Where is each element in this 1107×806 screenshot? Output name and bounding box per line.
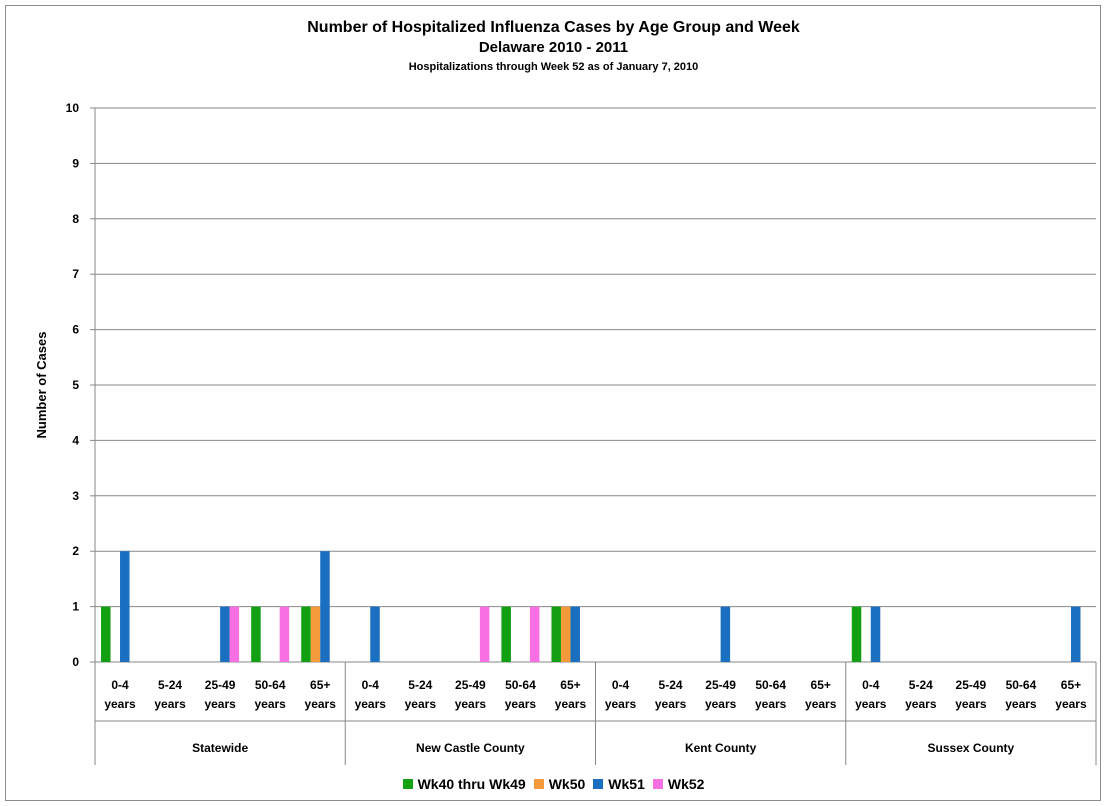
legend-item: Wk40 thru Wk49 (402, 776, 526, 792)
x-tick-label: years (254, 697, 286, 711)
bar (501, 606, 511, 662)
x-tick-label: 65+ (310, 678, 330, 692)
x-tick-label: years (405, 697, 437, 711)
group-label: Kent County (685, 741, 757, 755)
x-tick-label: years (505, 697, 537, 711)
x-tick-label: 50-64 (505, 678, 536, 692)
chart-header: Number of Hospitalized Influenza Cases b… (0, 18, 1107, 76)
x-tick-label: years (154, 697, 186, 711)
x-tick-label: 0-4 (362, 678, 380, 692)
legend-label: Wk50 (548, 776, 586, 792)
bar (279, 606, 290, 662)
x-tick-label: 5-24 (659, 678, 683, 692)
bar (1070, 606, 1081, 662)
bar (301, 606, 311, 662)
x-tick-label: years (1005, 697, 1037, 711)
x-tick-label: years (355, 697, 387, 711)
x-tick-label: 5-24 (909, 678, 933, 692)
legend-swatch (593, 779, 604, 789)
x-tick-label: years (1055, 697, 1087, 711)
x-tick-label: years (805, 697, 837, 711)
y-tick-label: 10 (66, 101, 80, 115)
bar (310, 606, 321, 662)
bar (720, 606, 731, 662)
y-tick-label: 7 (72, 267, 79, 281)
x-tick-label: years (755, 697, 787, 711)
group-label: Sussex County (928, 741, 1015, 755)
x-tick-label: years (555, 697, 587, 711)
x-tick-label: 50-64 (255, 678, 286, 692)
chart-frame (5, 5, 1101, 801)
bar (479, 606, 490, 662)
x-tick-label: 5-24 (408, 678, 432, 692)
bar (101, 606, 111, 662)
x-tick-label: 25-49 (205, 678, 236, 692)
bar (551, 606, 561, 662)
x-tick-label: 25-49 (705, 678, 736, 692)
x-tick-label: 25-49 (956, 678, 987, 692)
x-tick-label: years (305, 697, 337, 711)
legend-label: Wk40 thru Wk49 (417, 776, 526, 792)
legend-swatch (533, 779, 544, 789)
x-tick-label: years (104, 697, 136, 711)
group-label: New Castle County (416, 741, 525, 755)
x-tick-label: 0-4 (612, 678, 630, 692)
x-tick-label: 5-24 (158, 678, 182, 692)
y-tick-label: 3 (72, 489, 79, 503)
bar (120, 551, 130, 662)
legend-swatch (402, 779, 413, 789)
legend-label: Wk52 (667, 776, 705, 792)
y-tick-label: 8 (72, 212, 79, 226)
legend-item: Wk50 (533, 776, 586, 792)
chart-legend: Wk40 thru Wk49 Wk50 Wk51 Wk52 (0, 776, 1107, 792)
bar (870, 606, 881, 662)
y-tick-label: 9 (72, 156, 79, 170)
x-tick-label: years (905, 697, 937, 711)
y-tick-label: 6 (72, 323, 79, 337)
legend-label: Wk51 (608, 776, 645, 792)
x-tick-label: years (605, 697, 637, 711)
chart-title: Number of Hospitalized Influenza Cases b… (307, 19, 800, 36)
x-tick-label: 0-4 (862, 678, 880, 692)
y-tick-label: 0 (72, 655, 79, 669)
x-tick-label: 25-49 (455, 678, 486, 692)
y-tick-label: 4 (72, 433, 79, 447)
chart-note: Hospitalizations through Week 52 as of J… (408, 61, 699, 73)
legend-swatch (652, 779, 663, 789)
bar (220, 606, 230, 662)
y-tick-label: 5 (72, 378, 79, 392)
x-tick-label: 65+ (811, 678, 831, 692)
x-tick-label: years (655, 697, 687, 711)
x-tick-label: years (705, 697, 737, 711)
y-tick-label: 1 (72, 600, 79, 614)
x-tick-label: 50-64 (1006, 678, 1037, 692)
x-tick-label: years (204, 697, 236, 711)
bar (320, 551, 330, 662)
y-tick-label: 2 (72, 544, 79, 558)
x-tick-label: years (955, 697, 987, 711)
x-tick-label: 65+ (560, 678, 580, 692)
bar (560, 606, 571, 662)
x-tick-label: 65+ (1061, 678, 1081, 692)
bar (229, 606, 240, 662)
bar (851, 606, 862, 662)
x-tick-label: 50-64 (755, 678, 786, 692)
legend-item: Wk52 (652, 776, 705, 792)
x-tick-label: years (455, 697, 487, 711)
chart-subtitle: Delaware 2010 - 2011 (478, 39, 629, 56)
group-label: Statewide (192, 741, 248, 755)
bar (529, 606, 540, 662)
x-tick-label: years (855, 697, 887, 711)
bar (570, 606, 580, 662)
legend-item: Wk51 (593, 776, 645, 792)
x-tick-label: 0-4 (111, 678, 129, 692)
bar (370, 606, 380, 662)
y-axis-title: Number of Cases (34, 332, 49, 439)
bar (251, 606, 261, 662)
